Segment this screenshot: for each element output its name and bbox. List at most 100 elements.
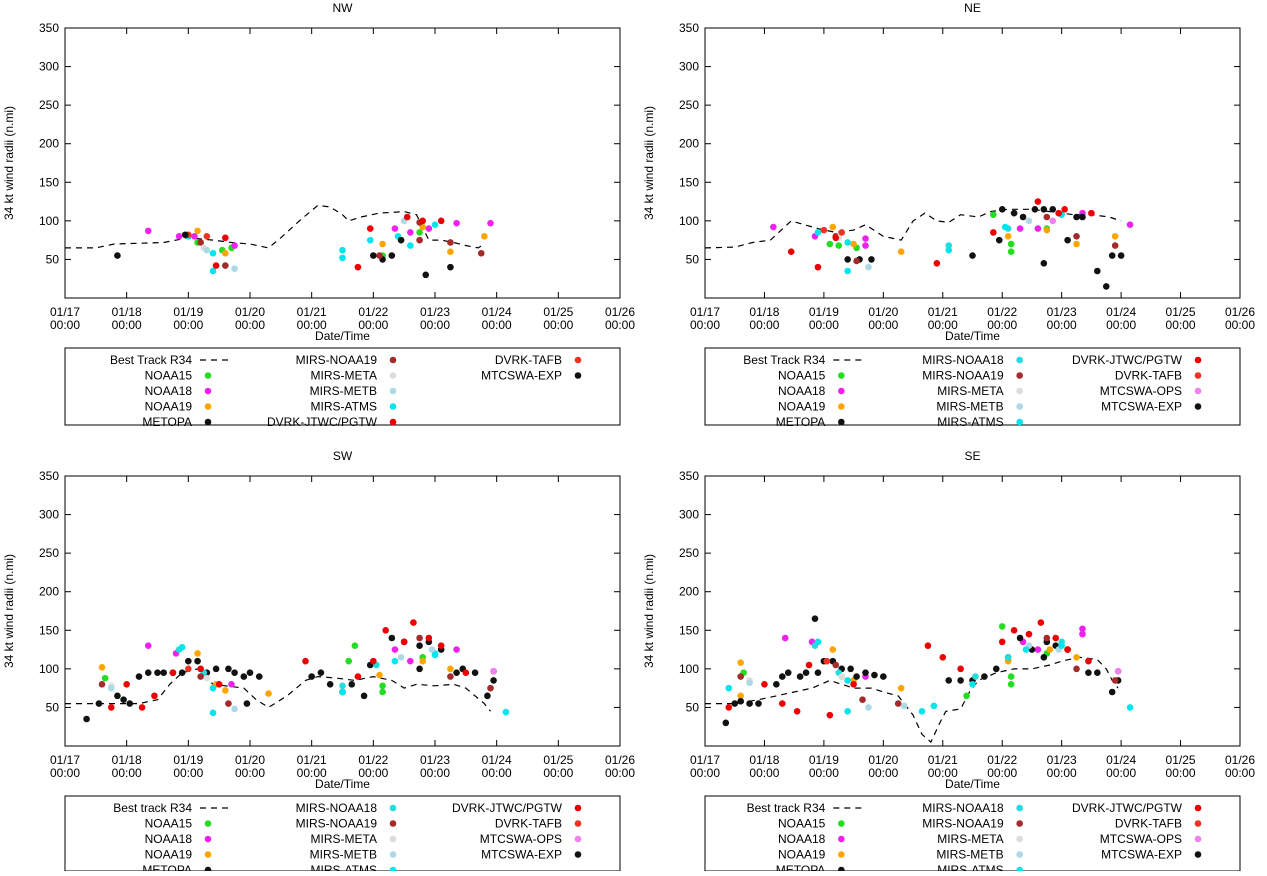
data-point xyxy=(185,665,192,673)
legend-symbol xyxy=(204,820,212,827)
series-best-track xyxy=(65,668,491,712)
data-point xyxy=(419,223,426,231)
data-point xyxy=(811,615,819,623)
series-noaa19 xyxy=(737,646,1080,700)
data-point xyxy=(1111,232,1119,240)
x-tick-label: 01/17 xyxy=(690,305,720,319)
legend-symbol xyxy=(574,372,582,379)
series-mirs-meta xyxy=(746,673,846,684)
series-mtcswa-exp xyxy=(416,665,423,673)
data-point xyxy=(862,669,869,677)
legend-symbol xyxy=(389,851,397,858)
legend-label: NOAA18 xyxy=(778,384,826,398)
data-point xyxy=(826,711,834,719)
x-tick-label: 01/24 xyxy=(1106,305,1136,319)
data-point xyxy=(397,653,405,661)
legend-symbol xyxy=(1016,372,1023,379)
x-tick-label: 01/26 xyxy=(605,305,635,319)
data-point xyxy=(796,673,804,680)
data-point xyxy=(972,673,979,680)
data-point xyxy=(945,677,953,684)
series-mirs-metb xyxy=(865,217,1033,271)
data-point xyxy=(422,271,430,279)
legend-label: DVRK-TAFB xyxy=(495,817,562,831)
data-point xyxy=(370,252,377,259)
legend-symbol xyxy=(389,418,397,426)
x-tick-label: 00:00 xyxy=(543,318,573,332)
data-point xyxy=(1126,704,1134,711)
legend-label: MTCSWA-EXP xyxy=(481,848,562,862)
x-tick-label: 00:00 xyxy=(235,318,265,332)
data-point xyxy=(1004,653,1012,661)
series-mirs-noaa18 xyxy=(811,638,1065,680)
data-point xyxy=(447,248,454,256)
data-point xyxy=(151,692,158,700)
x-tick-label: 01/23 xyxy=(1047,753,1077,767)
y-tick-label: 150 xyxy=(39,623,59,637)
data-point xyxy=(400,638,408,646)
legend-symbol xyxy=(574,851,582,858)
data-point xyxy=(1111,677,1119,684)
data-point xyxy=(722,719,730,727)
data-point xyxy=(240,673,248,680)
data-point xyxy=(1022,646,1030,653)
data-point xyxy=(228,680,235,688)
series-mirs-metb xyxy=(107,646,436,713)
data-point xyxy=(339,688,346,696)
y-axis-label: 34 kt wind radii (n.mi) xyxy=(2,106,16,220)
data-point xyxy=(998,205,1006,213)
legend-label: MTCSWA-OPS xyxy=(1100,832,1182,846)
data-point xyxy=(203,246,211,254)
x-tick-label: 01/19 xyxy=(173,305,203,319)
data-point xyxy=(930,702,938,710)
data-point xyxy=(403,213,411,221)
data-point xyxy=(835,242,843,249)
x-tick-label: 01/25 xyxy=(1166,305,1196,319)
x-tick-label: 01/18 xyxy=(112,305,142,319)
data-point xyxy=(354,263,362,271)
data-point xyxy=(231,705,238,713)
data-point xyxy=(850,240,857,248)
legend-symbol xyxy=(204,851,212,858)
data-point xyxy=(194,227,201,235)
data-point xyxy=(225,700,232,707)
data-point xyxy=(379,688,386,696)
x-tick-label: 01/21 xyxy=(928,305,958,319)
data-point xyxy=(379,682,386,690)
chart-title: NW xyxy=(333,1,354,15)
data-point xyxy=(1049,205,1057,213)
data-point xyxy=(360,692,368,700)
data-point xyxy=(1108,688,1116,696)
data-point xyxy=(345,657,352,665)
legend-symbol xyxy=(574,356,582,364)
data-point xyxy=(114,252,121,259)
data-point xyxy=(1055,209,1062,217)
legend-symbol xyxy=(1016,820,1023,827)
legend-label: MTCSWA-EXP xyxy=(1101,848,1182,862)
data-point xyxy=(761,680,768,688)
legend-symbol xyxy=(574,820,582,827)
data-point xyxy=(945,246,953,254)
data-point xyxy=(471,669,479,677)
x-tick-label: 01/25 xyxy=(1166,753,1196,767)
data-point xyxy=(225,665,232,673)
legend-symbol xyxy=(1194,387,1202,395)
data-point xyxy=(995,236,1003,244)
legend-symbol xyxy=(838,866,845,874)
legend-symbol xyxy=(1016,356,1023,364)
data-point xyxy=(939,653,947,661)
data-point xyxy=(181,231,189,239)
data-point xyxy=(981,673,988,680)
data-point xyxy=(431,651,439,659)
legend-label: METOPA xyxy=(142,415,192,429)
data-point xyxy=(95,700,103,707)
legend-symbol xyxy=(1194,403,1202,410)
data-point xyxy=(945,242,953,249)
data-point xyxy=(802,669,810,677)
data-point xyxy=(832,661,840,669)
data-point xyxy=(391,646,399,653)
x-axis-label: Date/Time xyxy=(315,777,370,791)
data-point xyxy=(1079,630,1086,638)
data-point xyxy=(339,246,346,254)
data-point xyxy=(370,657,377,665)
